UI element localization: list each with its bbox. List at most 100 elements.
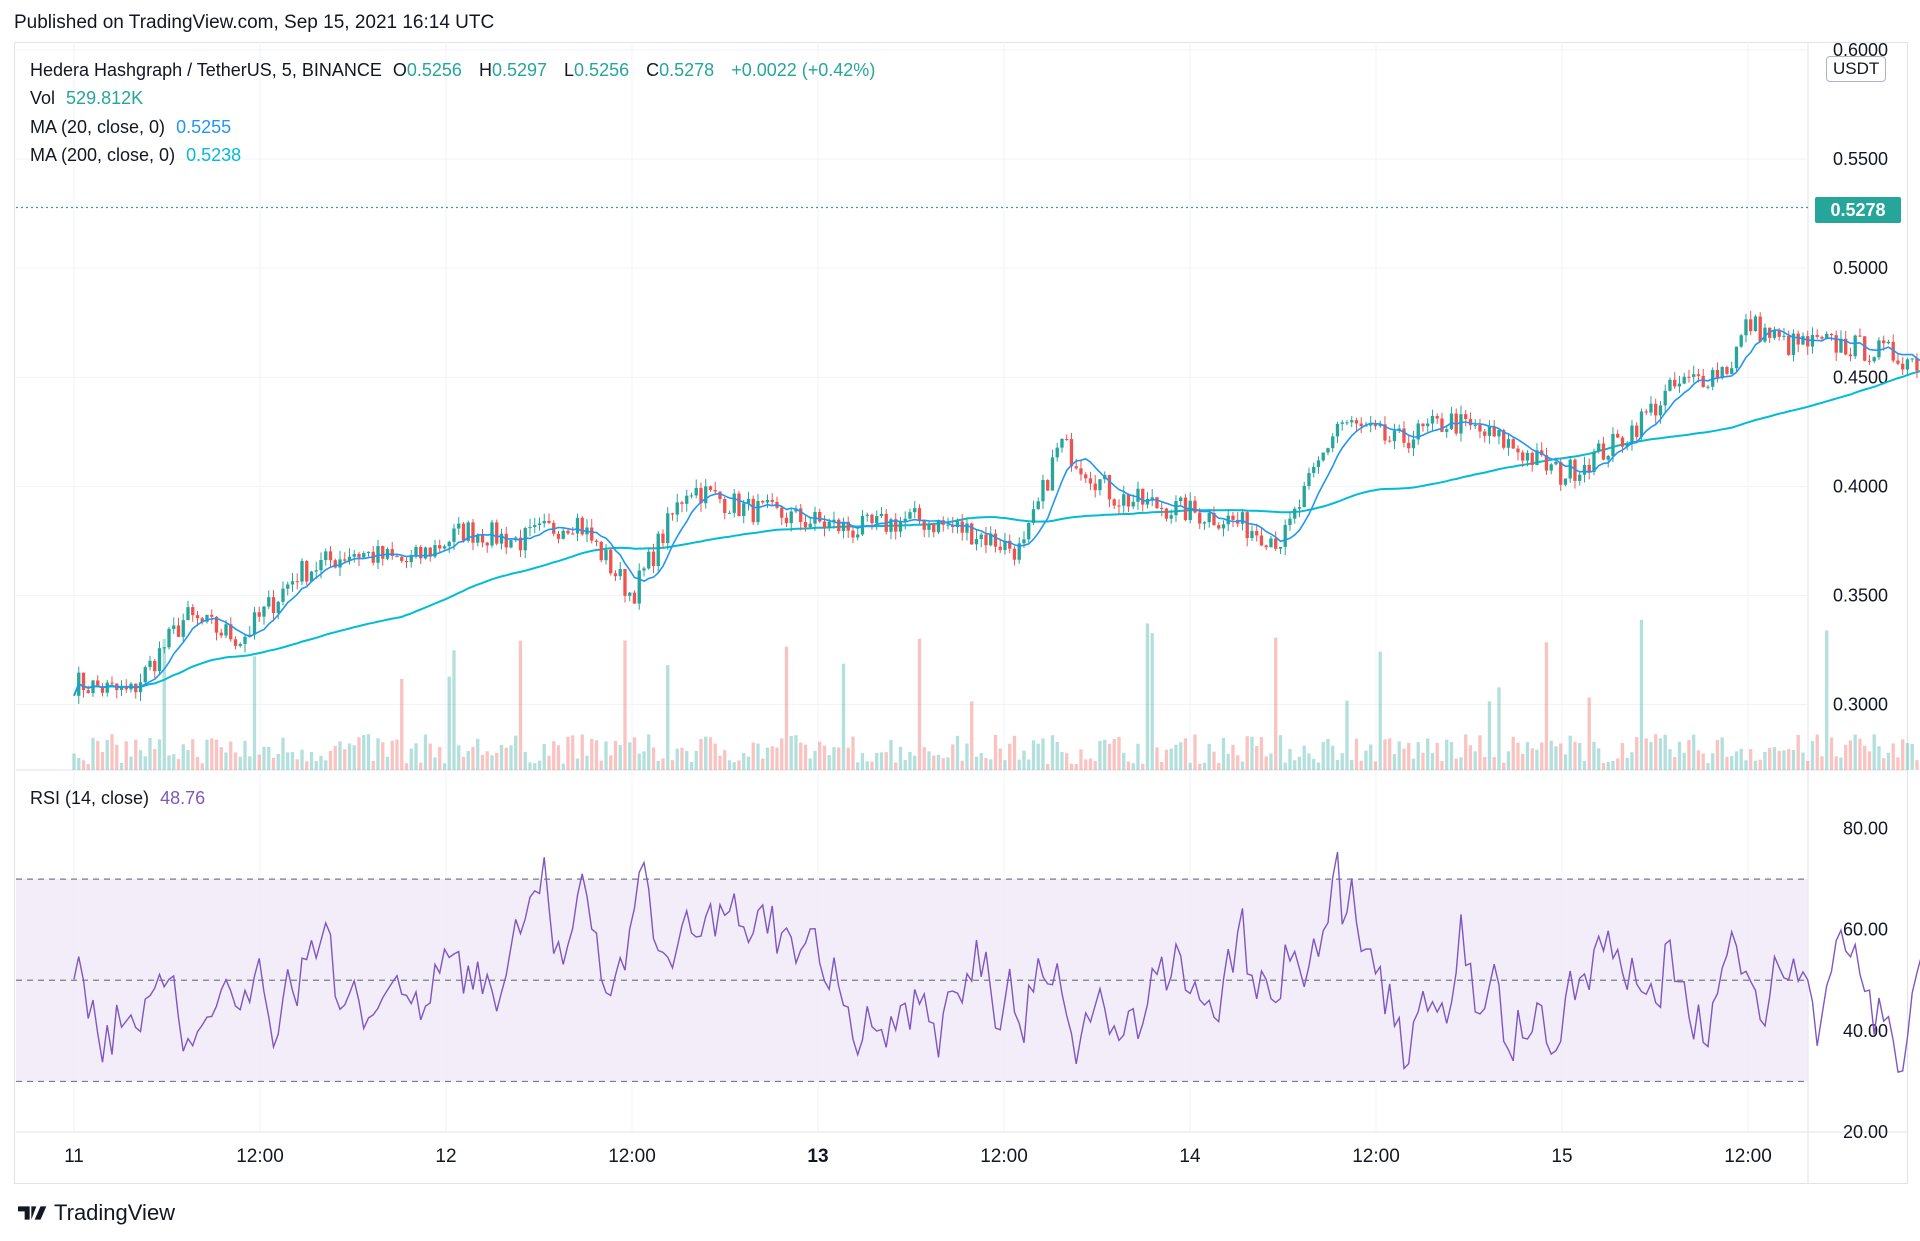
volume-bar: [1027, 759, 1031, 770]
volume-bar: [1240, 761, 1245, 770]
time-tick-label: 11: [64, 1146, 84, 1167]
rsi-label[interactable]: RSI (14, close): [30, 788, 150, 808]
volume-bar: [333, 745, 337, 770]
candle-body: [1335, 423, 1340, 437]
volume-bar: [979, 753, 983, 770]
time-tick-label: 12: [435, 1146, 456, 1167]
candle-body: [1806, 336, 1810, 347]
volume-bar: [1711, 753, 1715, 770]
candle-body: [1449, 413, 1454, 430]
candle-body: [1620, 437, 1625, 447]
volume-bar: [922, 747, 926, 770]
volume-bar: [1293, 760, 1297, 770]
volume-bar: [599, 760, 603, 770]
candle-body: [533, 525, 537, 528]
candle-body: [1250, 531, 1254, 539]
volume-bar: [803, 744, 808, 770]
candle-body: [1416, 423, 1420, 440]
symbol-title[interactable]: Hedera Hashgraph / TetherUS, 5, BINANCE: [30, 60, 382, 80]
candle-body: [637, 570, 641, 604]
ma20-label[interactable]: MA (20, close, 0): [30, 117, 166, 137]
volume-bar: [110, 734, 114, 770]
candle-body: [352, 554, 356, 557]
rsi-tick-label: 80.00: [1843, 819, 1888, 839]
candle-body: [271, 597, 276, 613]
candle-body: [784, 517, 789, 524]
footer-brand[interactable]: TradingView: [18, 1200, 175, 1226]
candle-body: [632, 592, 637, 604]
volume-bar: [91, 737, 95, 770]
price-tick-label: 0.5000: [1833, 258, 1888, 278]
ma200-label[interactable]: MA (200, close, 0): [30, 145, 176, 165]
candle-body: [1492, 426, 1496, 437]
volume-bar: [1202, 762, 1207, 770]
candle-body: [604, 549, 608, 561]
candle-body: [889, 519, 893, 532]
volume-bar: [955, 735, 960, 770]
currency-unit-button[interactable]: USDT: [1826, 56, 1887, 82]
volume-bar: [1573, 741, 1577, 770]
volume-bar: [224, 752, 228, 770]
volume-bar: [157, 739, 162, 770]
candle-body: [1706, 386, 1710, 388]
volume-bar: [1525, 742, 1530, 770]
candle-body: [1217, 525, 1221, 529]
candle-body: [1112, 499, 1116, 506]
candle-body: [846, 521, 850, 531]
candle-body: [1521, 452, 1525, 461]
volume-bar: [362, 734, 366, 770]
volume-bar: [870, 761, 874, 770]
volume-bar: [818, 741, 822, 770]
volume-bar: [1535, 749, 1539, 770]
volume-bar: [1616, 758, 1620, 770]
candle-body: [1155, 497, 1159, 509]
volume-bar: [1416, 742, 1420, 770]
volume-bar: [1606, 761, 1610, 770]
volume-bar: [1639, 619, 1644, 770]
volume-bar: [295, 759, 299, 770]
candle-body: [485, 542, 489, 546]
volume-bar: [1012, 735, 1017, 770]
candle-body: [1530, 452, 1534, 466]
candle-body: [1193, 500, 1197, 513]
candle-body: [423, 547, 428, 559]
time-tick-label: 15: [1551, 1146, 1572, 1167]
price-tick-label: 0.3000: [1833, 695, 1888, 715]
volume-bar: [590, 738, 594, 770]
volume-bar: [884, 752, 888, 770]
volume-bar: [195, 757, 200, 770]
volume-bar: [1269, 753, 1273, 770]
published-caption: Published on TradingView.com, Sep 15, 20…: [14, 12, 495, 33]
candle-body: [1696, 374, 1701, 376]
volume-bar: [1896, 757, 1900, 770]
volume-bar: [989, 759, 993, 770]
candle-body: [979, 534, 983, 540]
candle-body: [1687, 376, 1691, 378]
candle-body: [110, 682, 114, 684]
volume-bar: [518, 640, 523, 770]
chart-frame[interactable]: [14, 42, 1908, 1184]
candle-body: [1473, 425, 1477, 427]
time-tick-label: 14: [1179, 1146, 1201, 1167]
candle-body: [1796, 333, 1800, 345]
candle-body: [1682, 376, 1686, 384]
volume-bar: [181, 744, 185, 770]
candle-body: [1468, 419, 1473, 426]
volume-bar: [105, 740, 109, 770]
volume-bar: [1041, 738, 1045, 770]
candle-body: [898, 521, 903, 532]
volume-bar: [827, 755, 831, 770]
volume-bar: [732, 762, 736, 770]
volume-bar: [1858, 738, 1862, 770]
volume-bar: [281, 737, 285, 770]
candle-body: [1616, 433, 1620, 438]
volume-bar: [229, 741, 233, 770]
candle-body: [822, 521, 827, 528]
volume-bar: [1758, 759, 1762, 770]
volume-bar: [129, 756, 133, 770]
volume-bar: [167, 755, 171, 770]
candle-body: [751, 498, 755, 523]
candle-body: [148, 660, 152, 668]
volume-bar: [946, 757, 950, 770]
